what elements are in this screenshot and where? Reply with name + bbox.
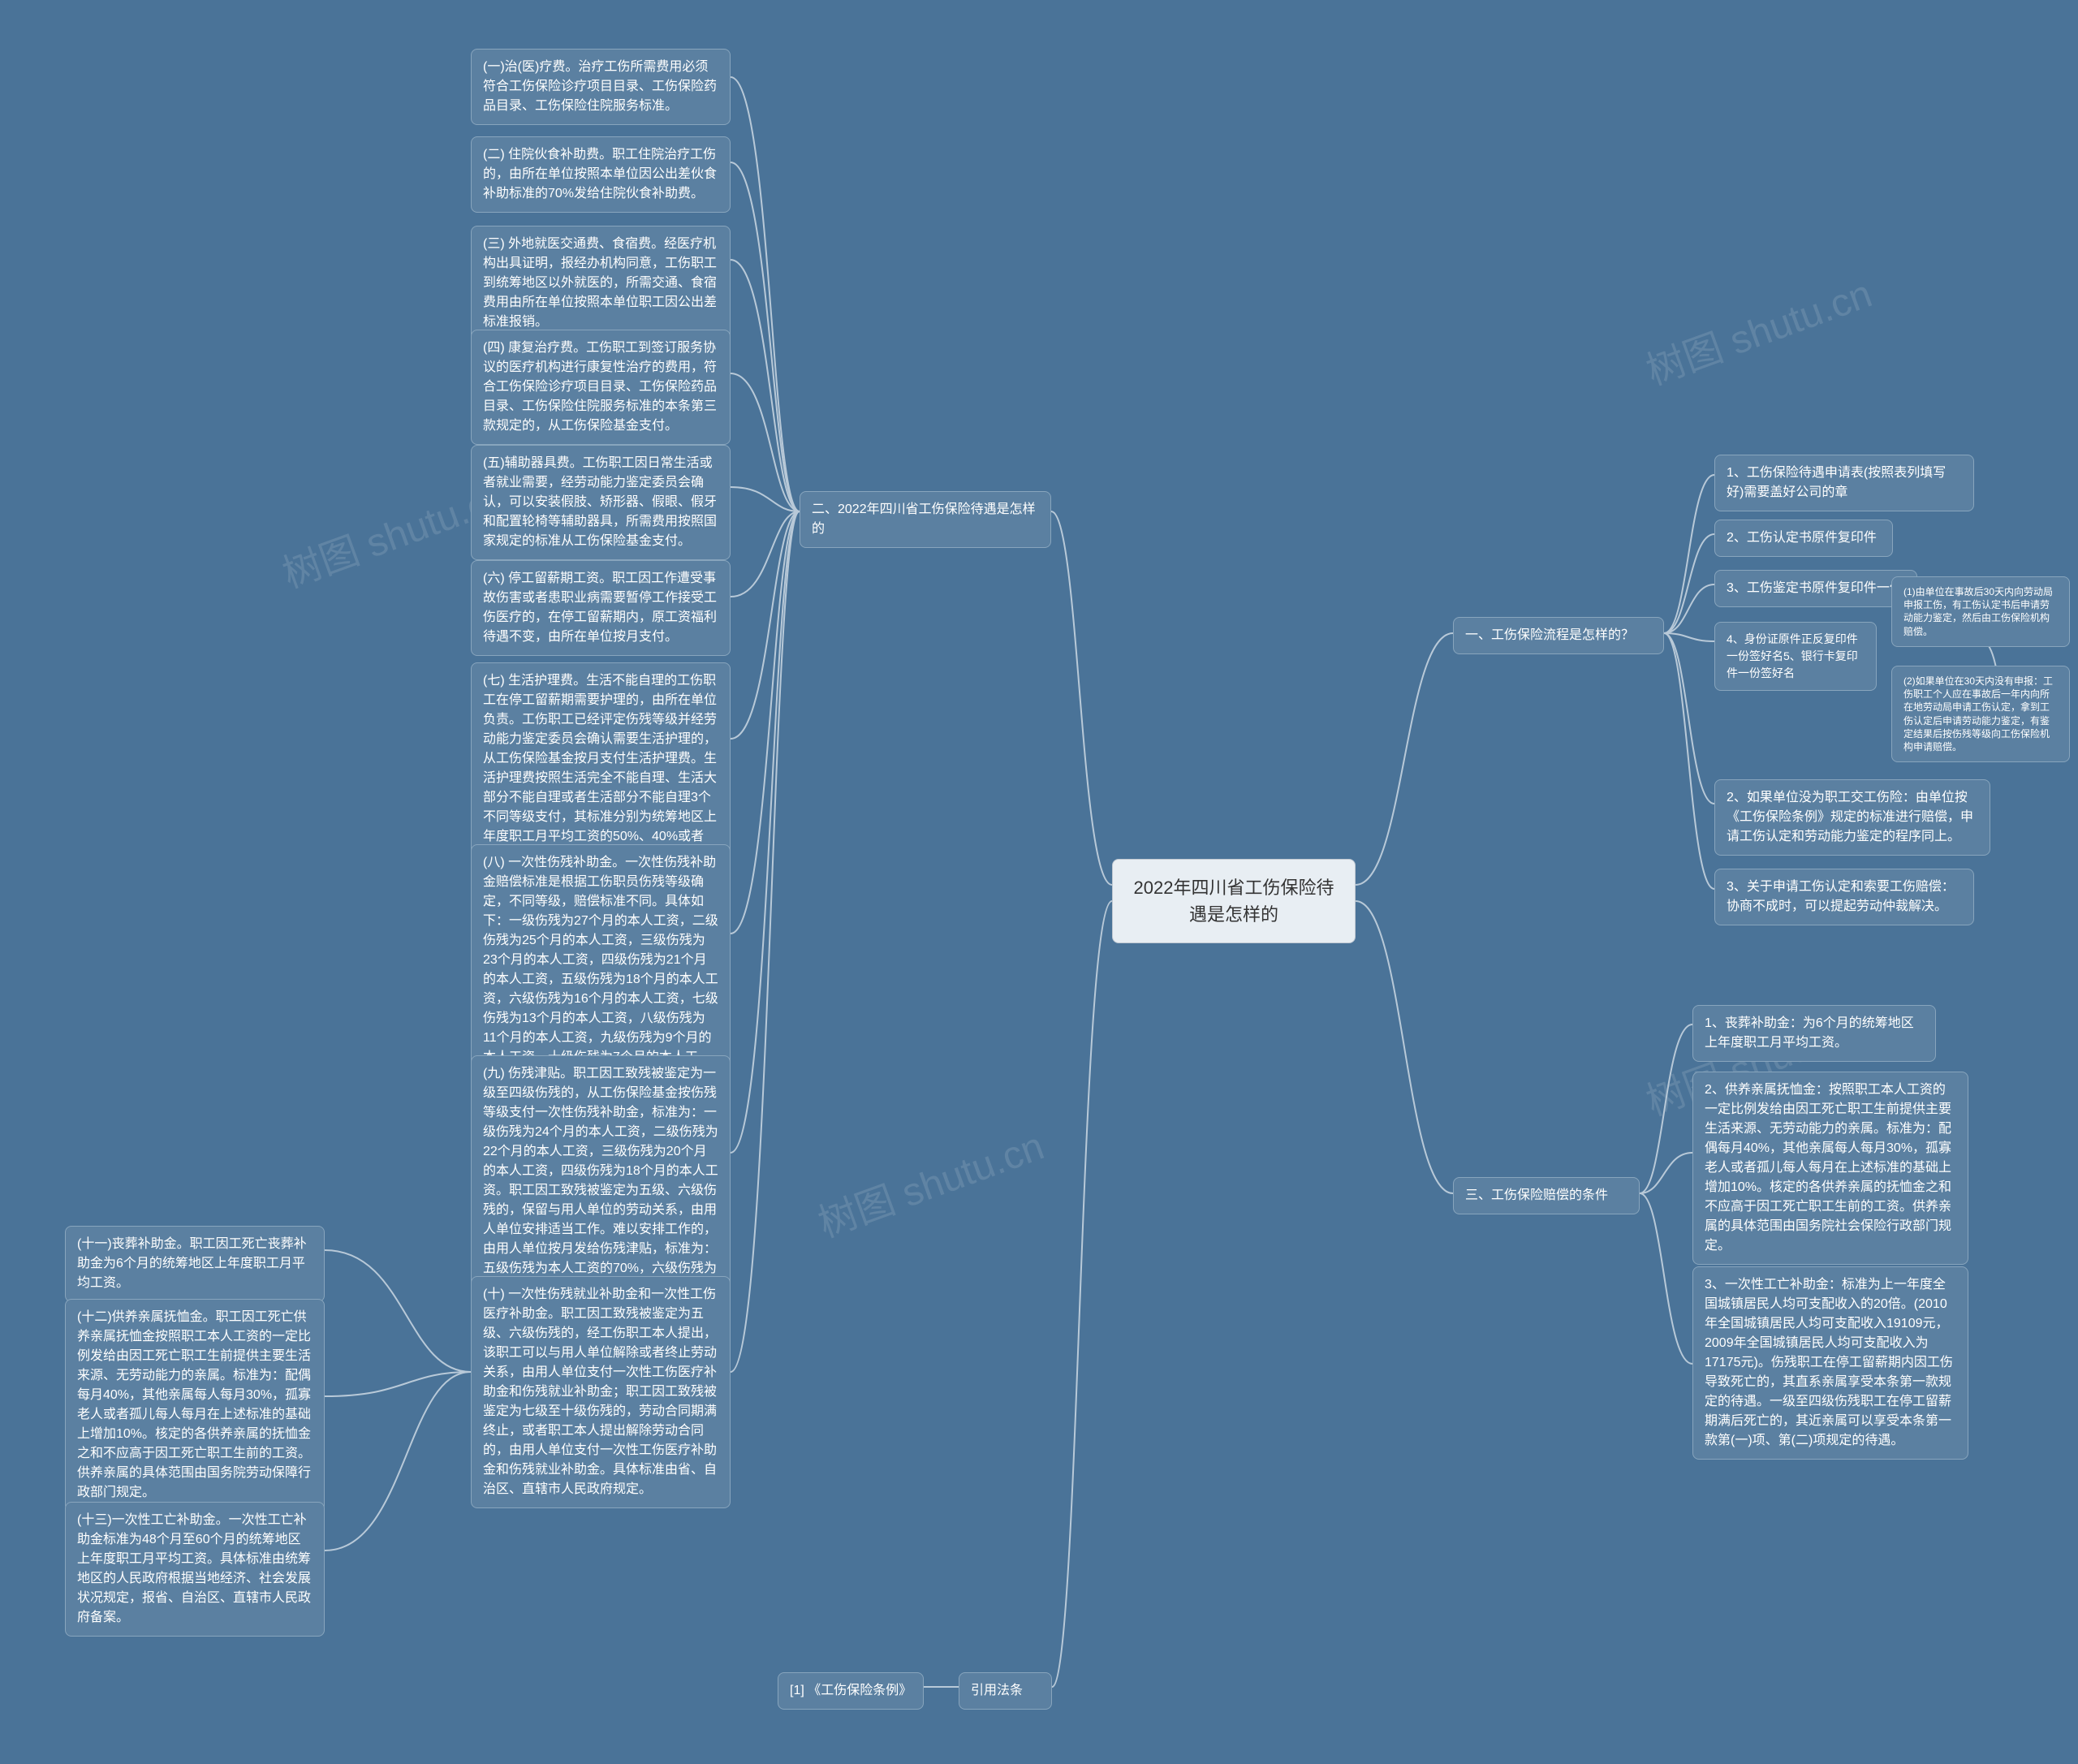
leaf-node: (十三)一次性工亡补助金。一次性工亡补助金标准为48个月至60个月的统筹地区上年…	[65, 1502, 325, 1637]
process-sub-node: (2)如果单位在30天内没有申报：工伤职工个人应在事故后一年内向所在地劳动局申请…	[1891, 666, 2070, 762]
leaf-node: (一)治(医)疗费。治疗工伤所需费用必须符合工伤保险诊疗项目目录、工伤保险药品目…	[471, 49, 731, 125]
leaf-node: (三) 外地就医交通费、食宿费。经医疗机构出具证明，报经办机构同意，工伤职工到统…	[471, 226, 731, 341]
leaf-node: (十一)丧葬补助金。职工因工死亡丧葬补助金为6个月的统筹地区上年度职工月平均工资…	[65, 1226, 325, 1302]
root-node: 2022年四川省工伤保险待遇是怎样的	[1112, 859, 1356, 943]
branch-law: 引用法条	[959, 1672, 1052, 1710]
leaf-node: 1、丧葬补助金：为6个月的统筹地区上年度职工月平均工资。	[1692, 1005, 1936, 1062]
leaf-node: 1、工伤保险待遇申请表(按照表列填写好)需要盖好公司的章	[1714, 455, 1974, 511]
leaf-node: (五)辅助器具费。工伤职工因日常生活或者就业需要，经劳动能力鉴定委员会确认，可以…	[471, 445, 731, 560]
leaf-node: (九) 伤残津贴。职工因工致残被鉴定为一级至四级伤残的，从工伤保险基金按伤残等级…	[471, 1055, 731, 1307]
leaf-node: 2、供养亲属抚恤金：按照职工本人工资的一定比例发给由因工死亡职工生前提供主要生活…	[1692, 1072, 1968, 1265]
leaf-node: 2、如果单位没为职工交工伤险：由单位按《工伤保险条例》规定的标准进行赔偿，申请工…	[1714, 779, 1990, 856]
leaf-node: [1] 《工伤保险条例》	[778, 1672, 924, 1710]
leaf-node: 4、身份证原件正反复印件一份签好名5、银行卡复印件一份签好名	[1714, 622, 1877, 691]
process-sub-node: (1)由单位在事故后30天内向劳动局申报工伤，有工伤认定书后申请劳动能力鉴定，然…	[1891, 576, 2070, 647]
leaf-node: 3、关于申请工伤认定和索要工伤赔偿：协商不成时，可以提起劳动仲裁解决。	[1714, 869, 1974, 925]
leaf-node: (十二)供养亲属抚恤金。职工因工死亡供养亲属抚恤金按照职工本人工资的一定比例发给…	[65, 1299, 325, 1512]
leaf-node: 3、一次性工亡补助金：标准为上一年度全国城镇居民人均可支配收入的20倍。(201…	[1692, 1266, 1968, 1460]
leaf-node: (四) 康复治疗费。工伤职工到签订服务协议的医疗机构进行康复性治疗的费用，符合工…	[471, 330, 731, 445]
leaf-node: 3、工伤鉴定书原件复印件一份	[1714, 570, 1917, 607]
branch-treatment: 二、2022年四川省工伤保险待遇是怎样的	[800, 491, 1051, 548]
leaf-node: (十) 一次性伤残就业补助金和一次性工伤医疗补助金。职工因工致残被鉴定为五级、六…	[471, 1276, 731, 1508]
branch-conditions: 三、工伤保险赔偿的条件	[1453, 1177, 1640, 1214]
leaf-node: (二) 住院伙食补助费。职工住院治疗工伤的，由所在单位按照本单位因公出差伙食补助…	[471, 136, 731, 213]
leaf-node: (七) 生活护理费。生活不能自理的工伤职工在停工留薪期需要护理的，由所在单位负责…	[471, 662, 731, 875]
watermark: 树图 shutu.cn	[1637, 261, 1878, 395]
leaf-node: 2、工伤认定书原件复印件	[1714, 520, 1893, 557]
watermark: 树图 shutu.cn	[809, 1114, 1050, 1248]
leaf-node: (六) 停工留薪期工资。职工因工作遭受事故伤害或者患职业病需要暂停工作接受工伤医…	[471, 560, 731, 656]
branch-process: 一、工伤保险流程是怎样的？	[1453, 617, 1664, 654]
